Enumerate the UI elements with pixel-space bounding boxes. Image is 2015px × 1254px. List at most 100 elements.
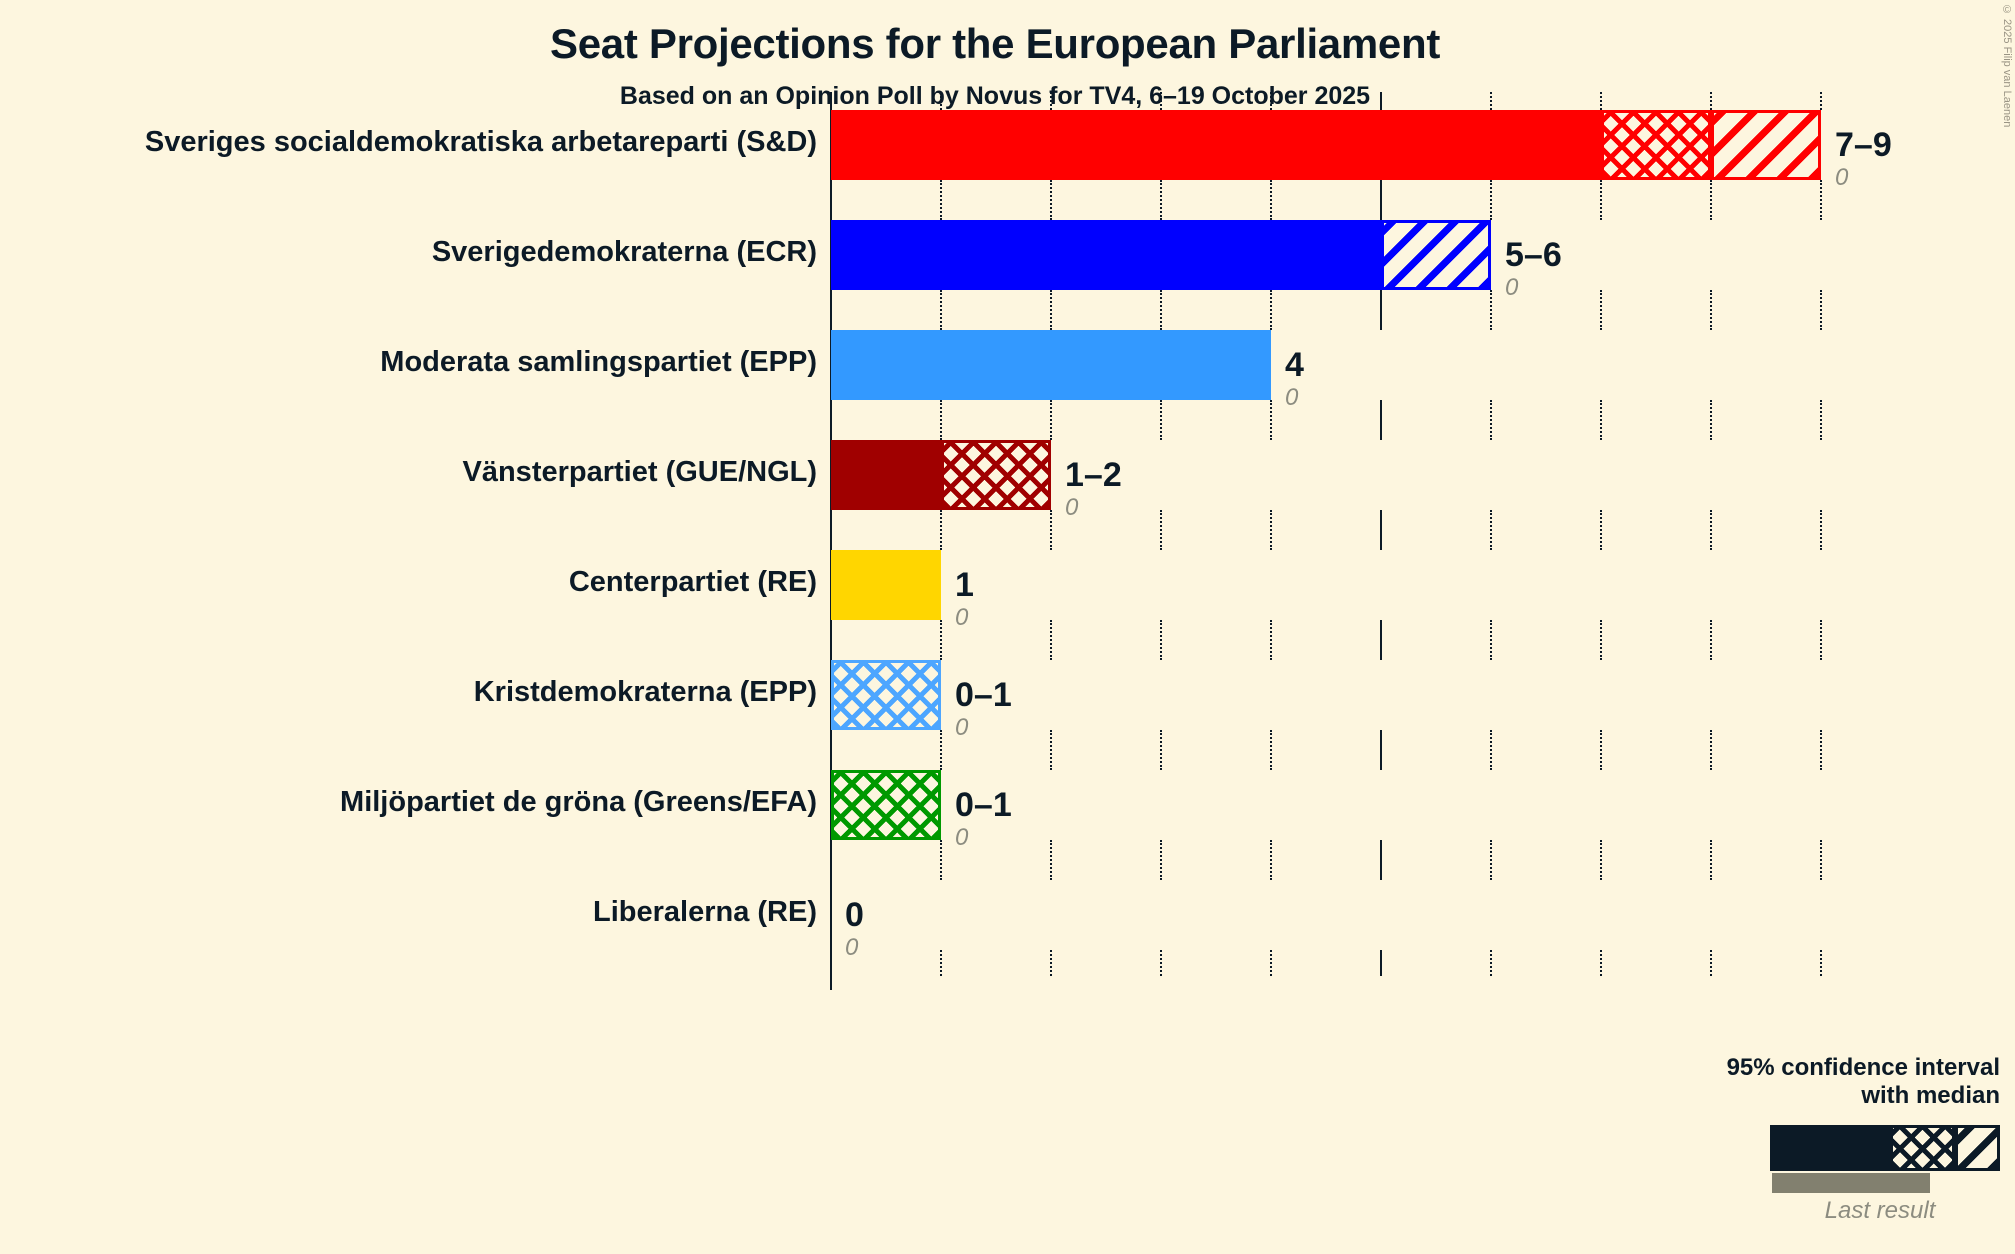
party-label-4: Centerpartiet (RE) bbox=[568, 566, 817, 598]
gridline-4 bbox=[1270, 290, 1272, 330]
value-label-1: 5–6 bbox=[1505, 236, 1562, 274]
party-label-5: Kristdemokraterna (EPP) bbox=[473, 676, 817, 708]
last-result-label-5: 0 bbox=[955, 714, 969, 741]
legend-ci-swatch bbox=[1770, 1125, 2000, 1171]
gridline-4 bbox=[1270, 180, 1272, 220]
page-subtitle: Based on an Opinion Poll by Novus for TV… bbox=[619, 82, 1371, 110]
bar-ci-crosshatch-6 bbox=[831, 770, 941, 840]
legend-last-result-label: Last result bbox=[1824, 1197, 1936, 1224]
legend-diagonal-segment bbox=[1955, 1125, 2000, 1171]
gridline-9 bbox=[1820, 620, 1822, 660]
gridline-5 bbox=[1380, 840, 1382, 880]
legend-last-result-swatch bbox=[1772, 1173, 1930, 1193]
gridline-1 bbox=[940, 510, 942, 550]
page-title: Seat Projections for the European Parlia… bbox=[549, 20, 1441, 67]
last-result-label-3: 0 bbox=[1065, 494, 1079, 521]
gridline-3 bbox=[1160, 400, 1162, 440]
gridline-6 bbox=[1490, 290, 1492, 330]
legend-line-1: 95% confidence interval bbox=[1726, 1054, 2000, 1081]
value-label-7: 0 bbox=[845, 896, 864, 934]
gridline-4 bbox=[1270, 730, 1272, 770]
chart-row: Liberalerna (RE) 0 0 bbox=[0, 880, 2015, 960]
gridline-1 bbox=[940, 950, 942, 976]
value-label-3: 1–2 bbox=[1065, 456, 1122, 494]
gridline-1 bbox=[940, 290, 942, 330]
gridline-8 bbox=[1710, 510, 1712, 550]
gridline-1 bbox=[940, 840, 942, 880]
gridline-2 bbox=[1050, 840, 1052, 880]
last-result-label-4: 0 bbox=[955, 604, 969, 631]
gridline-6 bbox=[1490, 510, 1492, 550]
last-result-label-2: 0 bbox=[1285, 384, 1299, 411]
legend-crosshatch-segment bbox=[1890, 1125, 1955, 1171]
gridline-2 bbox=[1050, 180, 1052, 220]
gridline-3 bbox=[1160, 290, 1162, 330]
gridline-8 bbox=[1710, 840, 1712, 880]
gridline-7 bbox=[1600, 510, 1602, 550]
gridline-2 bbox=[1050, 92, 1052, 110]
value-label-5: 0–1 bbox=[955, 676, 1012, 714]
gridline-2 bbox=[1050, 730, 1052, 770]
gridline-9 bbox=[1820, 400, 1822, 440]
legend-median-segment bbox=[1770, 1125, 1890, 1171]
bar-ci-crosshatch-3 bbox=[941, 440, 1051, 510]
bar-median-1 bbox=[831, 220, 1381, 290]
copyright-notice: © 2025 Filip van Laenen bbox=[2001, 4, 2013, 128]
chart-row: Miljöpartiet de gröna (Greens/EFA) 0–1 0 bbox=[0, 770, 2015, 850]
gridline-8 bbox=[1710, 92, 1712, 110]
gridline-4 bbox=[1270, 510, 1272, 550]
gridline-8 bbox=[1710, 180, 1712, 220]
gridline-2 bbox=[1050, 950, 1052, 976]
gridline-6 bbox=[1490, 400, 1492, 440]
gridline-9 bbox=[1820, 180, 1822, 220]
gridline-8 bbox=[1710, 620, 1712, 660]
chart-row: Sverigedemokraterna (ECR) 5–6 0 bbox=[0, 220, 2015, 300]
gridline-5 bbox=[1380, 950, 1382, 976]
gridline-8 bbox=[1710, 290, 1712, 330]
gridline-5 bbox=[1380, 620, 1382, 660]
gridline-9 bbox=[1820, 92, 1822, 110]
gridline-4 bbox=[1270, 400, 1272, 440]
party-label-1: Sverigedemokraterna (ECR) bbox=[431, 236, 817, 268]
bar-ci-diagonal-1 bbox=[1381, 220, 1491, 290]
gridline-5 bbox=[1380, 92, 1382, 110]
chart-row: Sveriges socialdemokratiska arbetarepart… bbox=[0, 110, 2015, 190]
chart-row: Centerpartiet (RE) 1 0 bbox=[0, 550, 2015, 630]
value-label-0: 7–9 bbox=[1835, 126, 1892, 164]
party-label-7: Liberalerna (RE) bbox=[593, 896, 817, 928]
gridline-6 bbox=[1490, 730, 1492, 770]
bar-median-3 bbox=[831, 440, 941, 510]
gridline-8 bbox=[1710, 400, 1712, 440]
gridline-2 bbox=[1050, 290, 1052, 330]
last-result-label-1: 0 bbox=[1505, 274, 1519, 301]
gridline-9 bbox=[1820, 290, 1822, 330]
gridline-6 bbox=[1490, 840, 1492, 880]
gridline-6 bbox=[1490, 620, 1492, 660]
gridline-1 bbox=[940, 180, 942, 220]
gridline-2 bbox=[1050, 510, 1052, 550]
gridline-7 bbox=[1600, 180, 1602, 220]
gridline-5 bbox=[1380, 510, 1382, 550]
chart-row: Kristdemokraterna (EPP) 0–1 0 bbox=[0, 660, 2015, 740]
bar-ci-crosshatch-5 bbox=[831, 660, 941, 730]
gridline-2 bbox=[1050, 400, 1052, 440]
gridline-3 bbox=[1160, 92, 1162, 110]
party-label-0: Sveriges socialdemokratiska arbetarepart… bbox=[144, 126, 817, 158]
gridline-4 bbox=[1270, 950, 1272, 976]
party-label-6: Miljöpartiet de gröna (Greens/EFA) bbox=[340, 786, 817, 818]
y-axis-line bbox=[830, 92, 832, 990]
gridline-4 bbox=[1270, 92, 1272, 110]
gridline-3 bbox=[1160, 950, 1162, 976]
gridline-9 bbox=[1820, 840, 1822, 880]
gridline-9 bbox=[1820, 730, 1822, 770]
last-result-label-6: 0 bbox=[955, 824, 969, 851]
last-result-label-7: 0 bbox=[845, 934, 859, 961]
gridline-6 bbox=[1490, 92, 1492, 110]
gridline-9 bbox=[1820, 950, 1822, 976]
chart-row: Vänsterpartiet (GUE/NGL) 1–2 0 bbox=[0, 440, 2015, 520]
bar-ci-diagonal-0 bbox=[1711, 110, 1821, 180]
gridline-1 bbox=[940, 730, 942, 770]
gridline-3 bbox=[1160, 730, 1162, 770]
gridline-7 bbox=[1600, 950, 1602, 976]
